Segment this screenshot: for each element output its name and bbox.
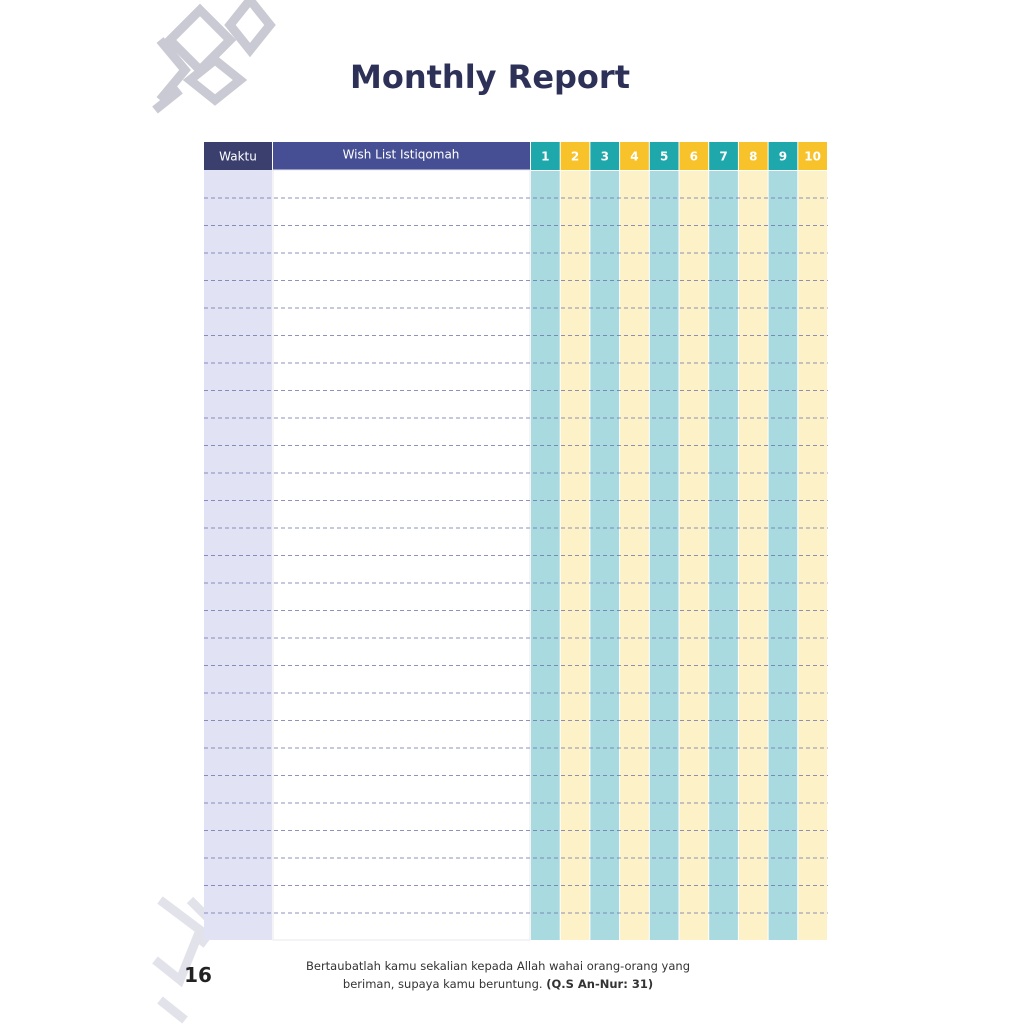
header-cell: [679, 142, 709, 170]
page-number: 16: [184, 963, 212, 987]
corner-ornament: [152, 0, 276, 114]
quote: Bertaubatlah kamu sekalian kepada Allah …: [306, 959, 690, 973]
day-label: 4: [630, 150, 638, 164]
header-cell: [531, 142, 560, 170]
quote-source: (Q.S An-Nur: 31): [546, 977, 653, 991]
title: Monthly Report: [350, 58, 630, 96]
day-label: 7: [719, 150, 727, 164]
header-cell: [709, 142, 738, 170]
header-cell: [768, 142, 798, 170]
day-label: 9: [779, 150, 787, 164]
column-body: [272, 169, 531, 941]
day-label: 6: [690, 150, 698, 164]
header-cell: [649, 142, 679, 170]
day-label: 8: [749, 150, 757, 164]
day-label: 1: [541, 150, 549, 164]
header-cell: [204, 142, 272, 170]
header-cell: [738, 142, 768, 170]
header-cell: [798, 142, 827, 170]
day-label: 5: [660, 150, 668, 164]
header-cell: [590, 142, 620, 170]
outer-margin: [0, 0, 152, 1024]
column-body: [204, 170, 272, 940]
day-label: 3: [601, 150, 609, 164]
header-cell: [273, 142, 530, 170]
header-label: Wish List Istiqomah: [343, 148, 460, 162]
header-label: Waktu: [219, 150, 257, 164]
header-cell: [560, 142, 590, 170]
header-cell: [620, 142, 649, 170]
quote: beriman, supaya kamu beruntung. (Q.S An-…: [343, 977, 653, 991]
table: Waktu Wish List Istiqomah 1 2 3 4 5 6 7 8 9 10: [204, 142, 828, 941]
day-label: 2: [571, 150, 579, 164]
day-label: 10: [804, 150, 821, 164]
quote: beriman, supaya kamu beruntung.: [343, 977, 543, 991]
